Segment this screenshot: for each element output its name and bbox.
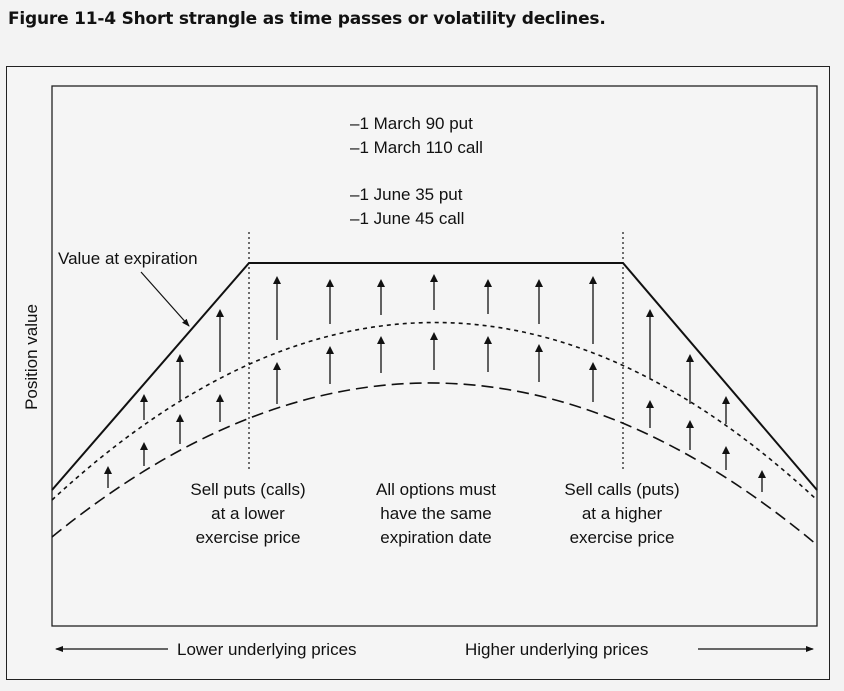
annotation-left: exercise price	[196, 528, 301, 547]
time-decay-arrows	[104, 274, 766, 492]
figure-frame	[6, 66, 830, 680]
plot-area	[51, 85, 818, 627]
expiration-label: Value at expiration	[58, 249, 198, 268]
x-axis-right-label: Higher underlying prices	[465, 640, 648, 659]
annotation-center: expiration date	[380, 528, 492, 547]
earlier-value-curve	[51, 382, 818, 546]
expiration-value-line	[51, 262, 818, 491]
annotation-right: at a higher	[582, 504, 663, 523]
position-label: –1 March 110 call	[350, 138, 483, 157]
position-label: –1 June 45 call	[350, 209, 464, 228]
current-value-curve	[51, 321, 818, 501]
annotation-center: All options must	[376, 480, 496, 499]
y-axis-label: Position value	[22, 304, 41, 410]
annotation-right: Sell calls (puts)	[564, 480, 679, 499]
annotation-right: exercise price	[570, 528, 675, 547]
figure-title: Figure 11-4 Short strangle as time passe…	[8, 9, 606, 29]
position-label: –1 June 35 put	[350, 185, 463, 204]
annotation-left: Sell puts (calls)	[190, 480, 305, 499]
expiration-label-pointer	[140, 271, 190, 327]
annotation-center: have the same	[380, 504, 492, 523]
annotation-left: at a lower	[211, 504, 285, 523]
position-label: –1 March 90 put	[350, 114, 473, 133]
x-axis-left-label: Lower underlying prices	[177, 640, 357, 659]
